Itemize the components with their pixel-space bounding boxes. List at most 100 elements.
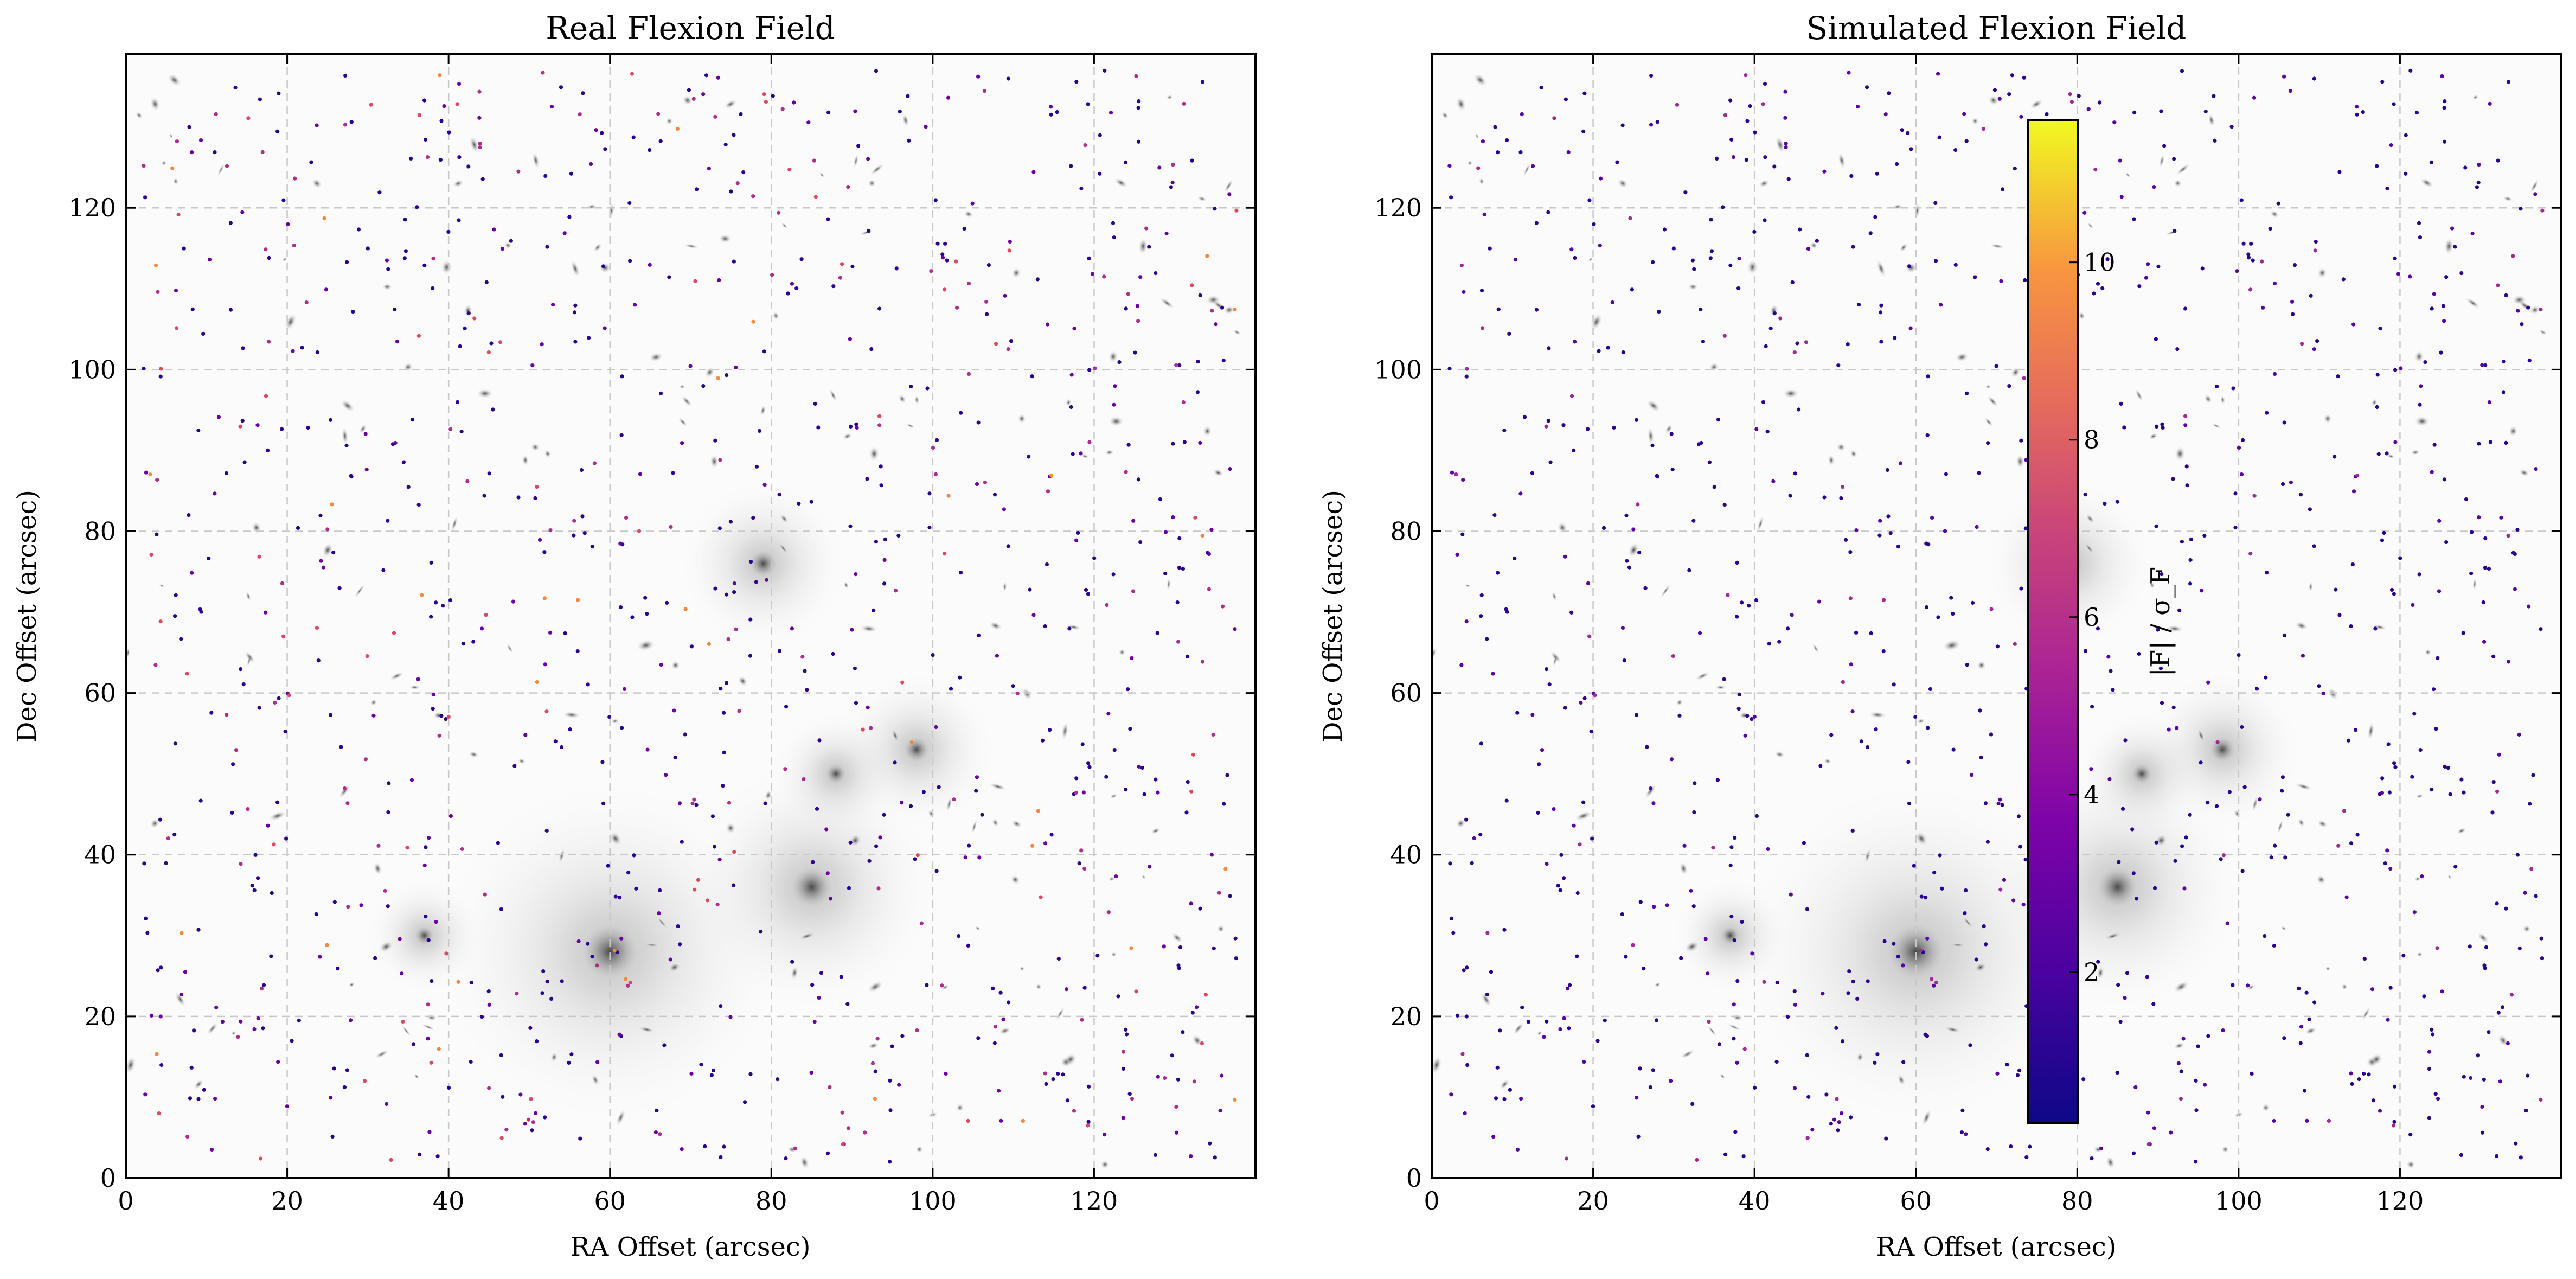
flexion-point: [691, 97, 696, 101]
flexion-point: [2362, 1071, 2366, 1076]
flexion-point: [1518, 150, 1523, 155]
flexion-point: [1184, 810, 1189, 815]
flexion-point: [1829, 733, 1834, 737]
flexion-point: [2213, 138, 2217, 143]
flexion-point: [954, 259, 958, 264]
flexion-point: [1706, 971, 1710, 976]
flexion-point: [1690, 258, 1695, 263]
flexion-point: [1481, 326, 1485, 330]
flexion-point: [1464, 1014, 1469, 1019]
flexion-point: [1502, 428, 1507, 433]
flexion-point: [1708, 256, 1713, 260]
flexion-point: [1200, 534, 1204, 538]
flexion-point: [854, 701, 858, 705]
flexion-point: [1857, 303, 1861, 307]
flexion-point: [349, 120, 354, 124]
flexion-point: [2448, 792, 2452, 796]
flexion-point: [840, 262, 844, 266]
flexion-point: [630, 615, 635, 619]
flexion-point: [879, 464, 883, 469]
flexion-point: [1086, 1084, 1091, 1089]
flexion-point: [680, 840, 684, 844]
flexion-point: [2180, 69, 2184, 73]
flexion-point: [717, 526, 722, 530]
flexion-point: [1572, 823, 1576, 828]
flexion-point: [2367, 1072, 2371, 1077]
flexion-point: [469, 1059, 473, 1064]
flexion-point: [716, 75, 720, 80]
flexion-point: [1949, 596, 1953, 600]
flexion-point: [281, 198, 286, 202]
flexion-point: [424, 845, 428, 849]
flexion-point: [1763, 81, 1767, 86]
flexion-point: [2430, 788, 2434, 792]
flexion-point: [975, 482, 979, 487]
flexion-point: [1736, 707, 1741, 711]
flexion-point: [2248, 552, 2253, 556]
flexion-point: [1744, 73, 1748, 78]
flexion-point: [420, 593, 424, 597]
flexion-point: [1732, 938, 1736, 942]
flexion-point: [563, 631, 567, 635]
flexion-point: [713, 438, 717, 443]
flexion-point: [1960, 1108, 1965, 1112]
flexion-point: [455, 102, 459, 106]
flexion-point: [1805, 1053, 1809, 1057]
flexion-point: [257, 554, 261, 559]
y-tick-label: 120: [68, 193, 116, 222]
flexion-point: [2160, 572, 2164, 577]
flexion-point: [261, 1026, 265, 1031]
flexion-point: [669, 525, 673, 529]
flexion-point: [2022, 376, 2026, 380]
flexion-point: [622, 687, 627, 691]
flexion-point: [1479, 741, 1483, 746]
y-tick-label: 0: [100, 1163, 116, 1193]
flexion-point: [1513, 258, 1518, 262]
flexion-point: [1589, 730, 1593, 734]
flexion-point: [719, 687, 723, 691]
flexion-point: [526, 1117, 531, 1122]
flexion-point: [1877, 533, 1882, 538]
flexion-point: [2431, 687, 2436, 692]
flexion-point: [1793, 471, 1797, 476]
flexion-point: [913, 857, 917, 861]
flexion-point: [1998, 797, 2002, 802]
flexion-point: [1918, 948, 1923, 953]
flexion-point: [1821, 992, 1825, 996]
flexion-point: [751, 319, 755, 324]
flexion-point: [1071, 452, 1075, 456]
flexion-point: [876, 886, 881, 891]
flexion-point: [1561, 423, 1566, 427]
flexion-point: [2375, 164, 2379, 168]
flexion-point: [2443, 99, 2447, 104]
flexion-point: [594, 128, 598, 132]
flexion-point: [2146, 262, 2150, 266]
flexion-point: [1741, 1154, 1746, 1159]
flexion-point: [1841, 1039, 1845, 1044]
flexion-point: [1546, 210, 1550, 214]
flexion-point: [541, 969, 546, 974]
flexion-point: [1156, 1075, 1160, 1079]
flexion-point: [1645, 745, 1649, 749]
flexion-point: [2215, 740, 2220, 745]
flexion-point: [2412, 712, 2417, 716]
flexion-point: [1562, 1016, 1566, 1021]
flexion-point: [927, 491, 932, 496]
xlabel-simulated: RA Offset (arcsec): [1876, 1232, 2117, 1262]
y-tick-label: 40: [84, 840, 116, 869]
flexion-point: [2181, 1037, 2186, 1041]
flexion-point: [873, 1097, 877, 1101]
flexion-point: [1144, 226, 1149, 231]
flexion-point: [1711, 846, 1715, 850]
flexion-point: [2231, 386, 2235, 391]
flexion-point: [544, 709, 549, 714]
flexion-point: [1882, 939, 1887, 943]
flexion-point: [1002, 507, 1006, 511]
flexion-point: [2418, 235, 2422, 240]
flexion-point: [216, 415, 221, 419]
flexion-point: [472, 316, 477, 321]
flexion-point: [2206, 801, 2210, 805]
flexion-point: [1612, 425, 1616, 430]
flexion-point: [1631, 943, 1635, 947]
flexion-point: [2171, 705, 2176, 709]
